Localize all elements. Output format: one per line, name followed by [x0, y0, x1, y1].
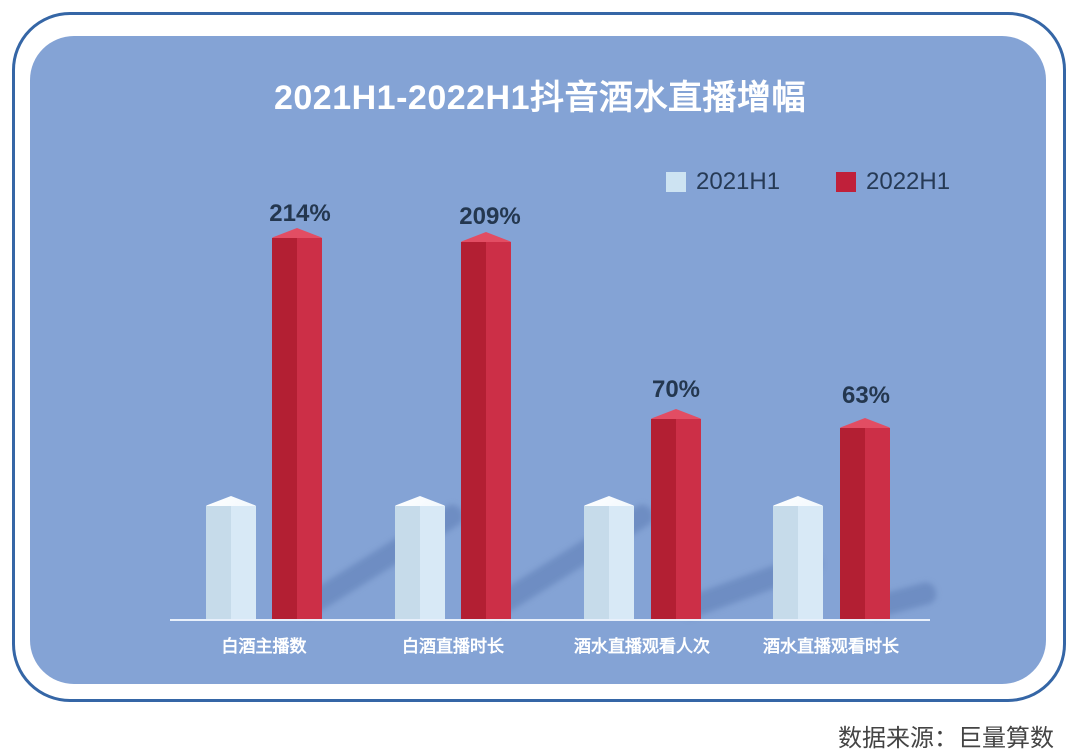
legend-label: 2022H1 [866, 168, 951, 195]
value-label: 70% [651, 376, 701, 403]
value-label: 214% [269, 200, 331, 227]
value-label: 209% [459, 203, 521, 230]
bar-2022h1-drinks-watch-time [840, 418, 890, 620]
x-axis-label: 白酒直播时长 [402, 637, 504, 656]
legend-item-2021h1: 2021H1 [666, 168, 780, 196]
bar-2021h1-drinks-views [584, 496, 634, 620]
value-label: 63% [841, 382, 891, 409]
x-axis-label: 白酒主播数 [221, 637, 307, 656]
legend-item-2022h1: 2022H1 [836, 168, 950, 196]
legend-label: 2021H1 [696, 168, 781, 195]
bar-2021h1-baijiu-duration [395, 496, 445, 620]
data-source: 数据来源：巨量算数 [838, 725, 1054, 752]
x-axis-label: 酒水直播观看时长 [763, 637, 899, 656]
legend-swatch-2021h1 [666, 172, 686, 192]
legend-swatch-2022h1 [836, 172, 856, 192]
x-axis-label: 酒水直播观看人次 [574, 637, 710, 656]
bar-2021h1-drinks-watch-time [773, 496, 823, 620]
chart-title: 2021H1-2022H1抖音酒水直播增幅 [273, 79, 807, 117]
bar-2022h1-baijiu-duration [461, 232, 511, 620]
x-axis-baseline [170, 619, 930, 621]
bar-2021h1-baijiu-anchors [206, 496, 256, 620]
bar-2022h1-drinks-views [651, 409, 701, 620]
bar-2022h1-baijiu-anchors [272, 228, 322, 620]
